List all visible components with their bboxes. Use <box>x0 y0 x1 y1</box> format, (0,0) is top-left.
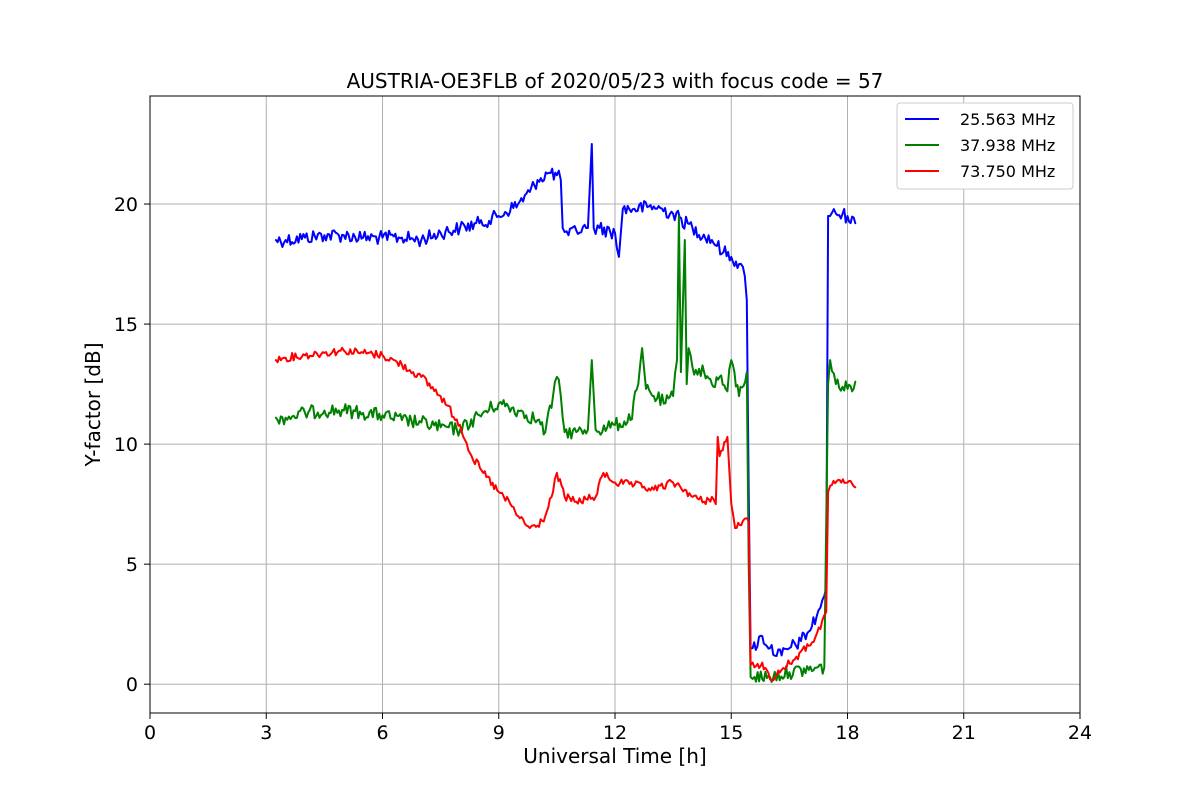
x-tick-label: 21 <box>952 722 976 744</box>
legend-label-2: 37.938 MHz <box>960 136 1055 155</box>
x-tick-label: 9 <box>493 722 505 744</box>
x-tick-label: 0 <box>144 722 156 744</box>
y-tick-label: 15 <box>114 314 138 336</box>
x-tick-label: 15 <box>719 722 743 744</box>
series-line-1 <box>274 143 857 657</box>
legend-label-1: 25.563 MHz <box>960 110 1055 129</box>
y-axis-label: Y-factor [dB] <box>81 342 105 467</box>
legend-label-3: 73.750 MHz <box>960 162 1055 181</box>
series-line-2 <box>274 215 857 683</box>
axis-ticks: 0 3 6 9 12 15 18 21 24 0 5 10 15 20 <box>114 194 1092 744</box>
series-lines <box>274 143 857 683</box>
y-tick-label: 0 <box>126 674 138 696</box>
y-tick-label: 10 <box>114 434 138 456</box>
x-tick-label: 3 <box>260 722 272 744</box>
x-axis-label: Universal Time [h] <box>523 744 706 768</box>
x-tick-label: 6 <box>376 722 388 744</box>
chart-title: AUSTRIA-OE3FLB of 2020/05/23 with focus … <box>347 69 884 93</box>
legend: 25.563 MHz 37.938 MHz 73.750 MHz <box>896 102 1074 190</box>
legend-box <box>896 102 1074 190</box>
x-tick-label: 24 <box>1068 722 1092 744</box>
y-tick-label: 5 <box>126 554 138 576</box>
x-tick-label: 18 <box>835 722 859 744</box>
series-line-3 <box>274 346 857 682</box>
x-tick-label: 12 <box>603 722 627 744</box>
y-tick-label: 20 <box>114 194 138 216</box>
